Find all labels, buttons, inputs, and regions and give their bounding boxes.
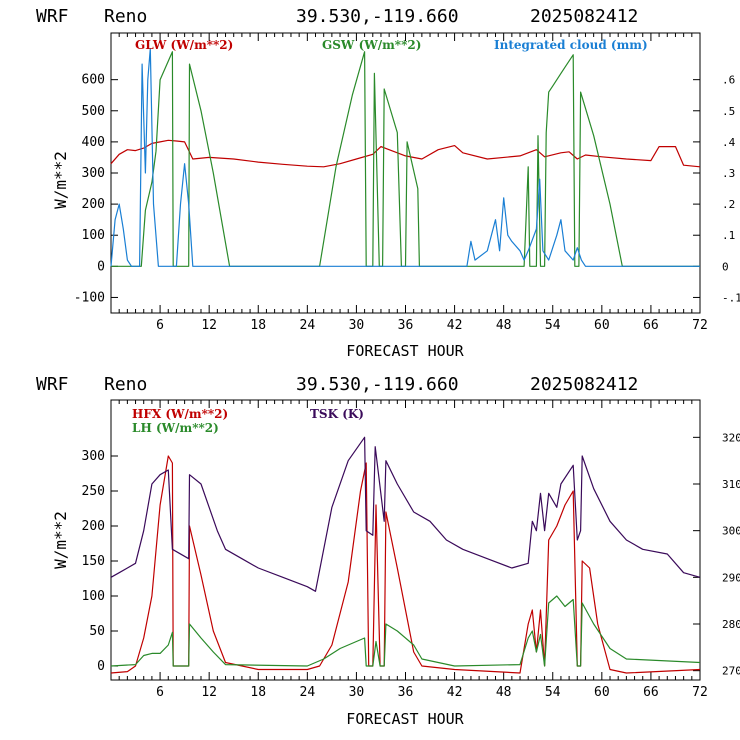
- legend-hfx: HFX (W/m**2): [132, 407, 228, 421]
- right-tick-label: 290: [722, 571, 740, 584]
- x-tick-label: 72: [692, 318, 708, 333]
- x-tick-label: 42: [447, 318, 463, 333]
- coordinates: 39.530,-119.660: [296, 374, 459, 395]
- y-tick-label: 0: [97, 659, 105, 674]
- right-tick-label: 310: [722, 478, 740, 491]
- panel-1-series: [110, 48, 701, 267]
- panel-1-xlabel: FORECAST HOUR: [346, 342, 464, 360]
- x-tick-label: 66: [643, 685, 659, 700]
- y-tick-label: 400: [82, 135, 105, 150]
- x-tick-label: 6: [156, 685, 164, 700]
- x-tick-label: 60: [594, 685, 610, 700]
- y-tick-label: 500: [82, 104, 105, 119]
- panel-2-legend: HFX (W/m**2) LH (W/m**2) TSK (K): [132, 407, 364, 435]
- x-tick-label: 36: [398, 685, 414, 700]
- model-name: WRF: [36, 374, 69, 395]
- y-tick-label: 150: [82, 554, 105, 569]
- right-tick-label: 320: [722, 431, 740, 444]
- x-tick-label: 18: [250, 685, 266, 700]
- series-line-0: [110, 455, 701, 674]
- x-tick-label: 30: [349, 318, 365, 333]
- site-name: Reno: [104, 6, 147, 27]
- y-tick-label: 600: [82, 73, 105, 88]
- x-tick-label: 54: [545, 318, 561, 333]
- x-tick-label: 36: [398, 318, 414, 333]
- panel-2-xlabel: FORECAST HOUR: [346, 710, 464, 728]
- x-tick-label: 12: [201, 318, 217, 333]
- series-line-1: [110, 595, 701, 667]
- site-name: Reno: [104, 374, 147, 395]
- coordinates: 39.530,-119.660: [296, 6, 459, 27]
- panel-2-axes: 6 12 18 24 30 36 42 48 54 60 66 72 0 50 100 150 200 250 30…: [82, 400, 740, 700]
- init-time: 2025082412: [530, 374, 638, 395]
- x-tick-label: 42: [447, 685, 463, 700]
- right-tick-label: .3: [722, 167, 735, 180]
- y-tick-label: 100: [82, 589, 105, 604]
- x-tick-label: 48: [496, 318, 512, 333]
- x-tick-label: 72: [692, 685, 708, 700]
- right-tick-label: 280: [722, 618, 740, 631]
- series-line-2: [110, 48, 700, 267]
- legend-lh: LH (W/m**2): [132, 421, 219, 435]
- series-line-2: [110, 436, 701, 592]
- legend-gsw: GSW (W/m**2): [322, 38, 421, 52]
- y-tick-label: 300: [82, 166, 105, 181]
- right-tick-label: -.1: [722, 291, 740, 304]
- series-line-1: [111, 51, 700, 267]
- x-tick-label: 54: [545, 685, 561, 700]
- y-tick-label: 250: [82, 484, 105, 499]
- panel-1-header: WRF Reno 39.530,-119.660 2025082412: [36, 6, 638, 27]
- x-tick-label: 66: [643, 318, 659, 333]
- panel-2-header: WRF Reno 39.530,-119.660 2025082412: [36, 374, 638, 395]
- legend-tsk: TSK (K): [310, 407, 364, 421]
- x-tick-label: 18: [250, 318, 266, 333]
- y-tick-label: -100: [74, 290, 105, 305]
- init-time: 2025082412: [530, 6, 638, 27]
- x-tick-label: 6: [156, 318, 164, 333]
- x-tick-label: 24: [300, 318, 316, 333]
- legend-glw: GLW (W/m**2): [135, 38, 233, 52]
- y-tick-label: 50: [89, 624, 105, 639]
- y-tick-label: 0: [97, 259, 105, 274]
- x-tick-label: 24: [300, 685, 316, 700]
- panel-1-axes: 6 12 18 24 30 36 42 48 54 60 66 72 -100 0 100 200 300 400…: [74, 33, 740, 333]
- panel-2-ylabel: W/m**2: [51, 511, 70, 569]
- x-tick-label: 48: [496, 685, 512, 700]
- panel-2-series: [110, 436, 701, 674]
- x-tick-label: 12: [201, 685, 217, 700]
- y-tick-label: 100: [82, 228, 105, 243]
- panel-1-frame: [110, 32, 701, 314]
- y-tick-label: 200: [82, 519, 105, 534]
- right-tick-label: .1: [722, 229, 735, 242]
- series-line-0: [110, 139, 701, 168]
- right-tick-label: .6: [722, 74, 735, 87]
- x-tick-label: 30: [349, 685, 365, 700]
- right-tick-label: 300: [722, 525, 740, 538]
- y-tick-label: 300: [82, 449, 105, 464]
- right-tick-label: .2: [722, 198, 735, 211]
- right-tick-label: 0: [722, 260, 729, 273]
- right-tick-label: .4: [722, 136, 736, 149]
- x-tick-label: 60: [594, 318, 610, 333]
- right-tick-label: .5: [722, 105, 735, 118]
- model-name: WRF: [36, 6, 69, 27]
- right-tick-label: 270: [722, 665, 740, 678]
- legend-cloud: Integrated cloud (mm): [494, 38, 648, 52]
- panel-1-ylabel: W/m**2: [51, 151, 70, 209]
- panel-1-legend: GLW (W/m**2) GSW (W/m**2) Integrated clo…: [135, 38, 648, 52]
- y-tick-label: 200: [82, 197, 105, 212]
